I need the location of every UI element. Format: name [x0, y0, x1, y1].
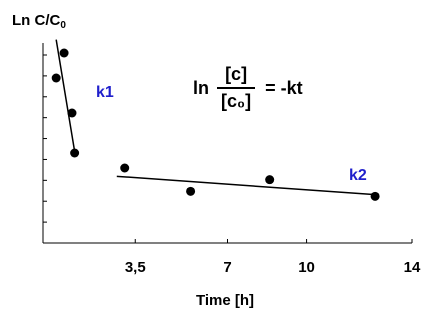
- data-point: [67, 108, 77, 118]
- data-point: [51, 73, 61, 83]
- fit-lines: [55, 39, 376, 196]
- data-point: [70, 148, 80, 158]
- fit-line-k1: [55, 39, 76, 152]
- data-point: [370, 191, 380, 201]
- k2-label: k2: [349, 167, 367, 184]
- x-tick-label: 7: [223, 259, 231, 276]
- data-point: [59, 48, 69, 58]
- x-axis-label: Time [h]: [195, 292, 255, 309]
- data-points: [51, 48, 380, 201]
- x-tick-label: 14: [404, 259, 421, 276]
- fit-line-k2: [116, 175, 376, 196]
- x-tick-label: 3,5: [125, 259, 146, 276]
- k1-label: k1: [96, 84, 114, 101]
- data-point: [265, 175, 275, 185]
- equation-fraction: [c] [c₀]: [217, 64, 256, 112]
- equation-ln: ln: [193, 77, 209, 98]
- rate-equation: ln [c] [c₀] = -kt: [193, 64, 303, 112]
- equation-numerator: [c]: [225, 64, 248, 84]
- equation-denominator: [c₀]: [217, 87, 256, 112]
- x-ticks: [134, 239, 413, 243]
- x-tick-label: 10: [298, 259, 315, 276]
- x-tick-labels: 3,5 7 10 14: [125, 259, 421, 276]
- y-axis-label: Ln C/C0: [12, 12, 66, 31]
- data-point: [120, 163, 130, 173]
- equation-rhs: = -kt: [265, 77, 303, 98]
- data-point: [186, 186, 196, 196]
- y-ticks: [43, 54, 47, 223]
